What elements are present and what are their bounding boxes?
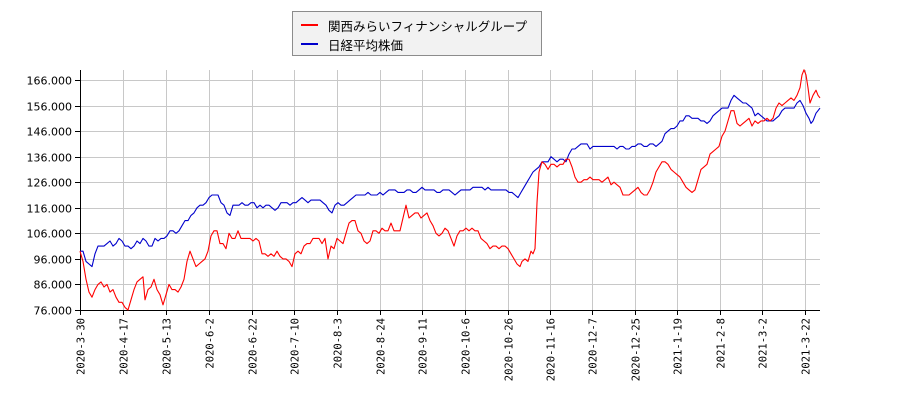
x-tick-label: 2021-1-19 <box>673 318 685 375</box>
x-tick-label: 2020-11-16 <box>546 318 558 381</box>
legend-swatch-blue <box>301 43 318 45</box>
legend-item-series1: 関西みらいフィナンシャルグループ <box>301 16 527 34</box>
y-tick-label: 156.000 <box>27 101 73 114</box>
y-tick-label: 146.000 <box>27 126 73 139</box>
series-line <box>79 69 821 311</box>
x-tick-label: 2020-6-22 <box>248 318 260 375</box>
x-tick-label: 2020-4-17 <box>119 318 131 375</box>
y-tick-label: 86.000 <box>34 279 73 292</box>
x-tick-label: 2021-3-2 <box>758 318 770 369</box>
x-tick-label: 2020-6-2 <box>205 318 217 369</box>
x-tick-label: 2020-8-24 <box>376 318 388 375</box>
x-tick-label: 2020-8-3 <box>333 318 345 369</box>
y-tick-label: 166.000 <box>27 75 73 88</box>
grid-lines <box>80 70 820 310</box>
x-tick-label: 2020-3-30 <box>76 318 88 375</box>
y-tick-label: 126.000 <box>27 177 73 190</box>
x-axis-ticks: 2020-3-30 2020-4-17 2020-5-13 2020-6-2 2020-… <box>76 310 813 381</box>
x-tick-label: 2020-7-10 <box>290 318 302 375</box>
y-tick-label: 136.000 <box>27 152 73 165</box>
x-tick-label: 2020-12-25 <box>631 318 643 381</box>
legend-label-series1: 関西みらいフィナンシャルグループ <box>328 18 528 34</box>
y-tick-label: 116.000 <box>27 203 73 216</box>
legend: 関西みらいフィナンシャルグループ 日経平均株価 <box>292 11 542 56</box>
x-tick-label: 2020-5-13 <box>162 318 174 375</box>
x-tick-label: 2021-2-8 <box>716 318 728 369</box>
legend-label-series2: 日経平均株価 <box>328 37 404 53</box>
legend-swatch-red <box>301 24 318 26</box>
series-lines <box>79 69 821 311</box>
y-tick-label: 106.000 <box>27 228 73 241</box>
axes <box>80 70 820 311</box>
series-line <box>80 94 821 268</box>
x-tick-label: 2020-10-6 <box>461 318 473 375</box>
y-tick-label: 76.000 <box>34 305 73 318</box>
y-tick-label: 96.000 <box>34 254 73 267</box>
legend-item-series2: 日経平均株価 <box>301 35 403 53</box>
x-tick-label: 2020-10-26 <box>504 318 516 381</box>
x-tick-label: 2020-9-11 <box>418 318 430 375</box>
x-tick-label: 2021-3-22 <box>801 318 813 375</box>
x-tick-label: 2020-12-7 <box>588 318 600 375</box>
y-axis-ticks: 76.000 86.000 96.000 106.000 116.000 126.000 1… <box>27 75 80 318</box>
